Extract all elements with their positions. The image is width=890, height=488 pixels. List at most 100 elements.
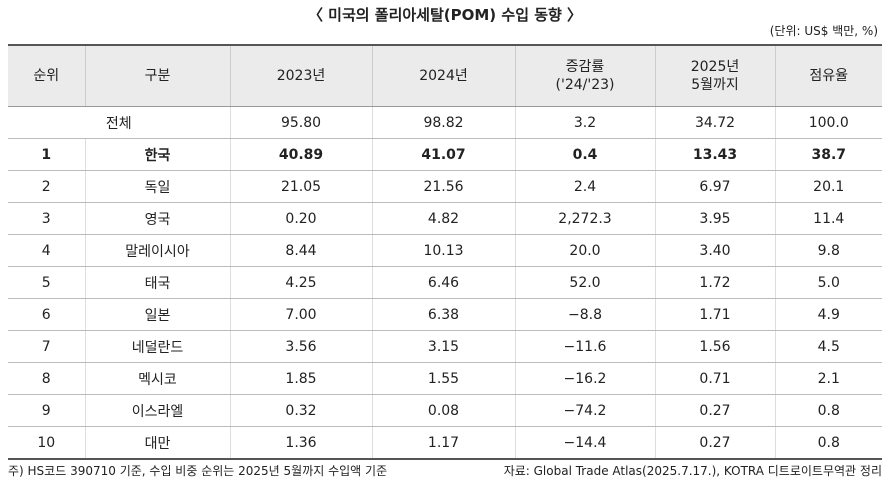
table-cell: 10 <box>8 426 85 460</box>
table-cell: 1 <box>8 138 85 171</box>
total-row: 전체 95.80 98.82 3.2 34.72 100.0 <box>8 106 882 139</box>
table-cell: 4.82 <box>371 202 515 235</box>
table-row: 4 말레이시아 8.44 10.13 20.0 3.40 9.8 <box>8 234 882 267</box>
table-cell: 한국 <box>84 138 230 171</box>
table-cell: 1.56 <box>654 330 775 363</box>
table-cell: 1.85 <box>229 362 372 395</box>
total-cell: 95.80 <box>229 106 372 139</box>
table-row: 2 독일 21.05 21.56 2.4 6.97 20.1 <box>8 170 882 203</box>
table-cell: 1.72 <box>654 266 775 299</box>
table-cell: 대만 <box>84 426 230 460</box>
table-row: 1 한국 40.89 41.07 0.4 13.43 38.7 <box>8 138 882 171</box>
table-cell: 0.4 <box>514 138 655 171</box>
table-row: 10 대만 1.36 1.17 −14.4 0.27 0.8 <box>8 426 882 460</box>
table-cell: 20.0 <box>514 234 655 267</box>
table-cell: 8 <box>8 362 85 395</box>
table-cell: 10.13 <box>371 234 515 267</box>
table-cell: 0.27 <box>654 394 775 427</box>
title: 〈 미국의 폴리아세탈(POM) 수입 동향 〉 <box>307 6 583 24</box>
table-cell: −74.2 <box>514 394 655 427</box>
table-cell: 1.17 <box>371 426 515 460</box>
table-cell: 40.89 <box>229 138 372 171</box>
header-cell: 순위 <box>8 44 85 107</box>
total-cell: 34.72 <box>654 106 775 139</box>
header-cell: 점유율 <box>774 44 882 107</box>
table-row: 8 멕시코 1.85 1.55 −16.2 0.71 2.1 <box>8 362 882 395</box>
table-cell: 1.36 <box>229 426 372 460</box>
table-cell: 2 <box>8 170 85 203</box>
table-cell: 4 <box>8 234 85 267</box>
table-row: 7 네덜란드 3.56 3.15 −11.6 1.56 4.5 <box>8 330 882 363</box>
table-cell: 1.55 <box>371 362 515 395</box>
header-cell: 2023년 <box>229 44 372 107</box>
table-cell: 5.0 <box>774 266 882 299</box>
table-cell: 3.15 <box>371 330 515 363</box>
table-cell: −11.6 <box>514 330 655 363</box>
table-cell: 38.7 <box>774 138 882 171</box>
table-cell: 3.95 <box>654 202 775 235</box>
table-row: 3 영국 0.20 4.82 2,272.3 3.95 11.4 <box>8 202 882 235</box>
footnote: 주) HS코드 390710 기준, 수입 비중 순위는 2025년 5월까지 … <box>8 464 388 478</box>
table-cell: 2,272.3 <box>514 202 655 235</box>
header-row: 순위 구분 2023년 2024년 증감률 ('24/'23) 2025년 5월까지 점유율 <box>8 44 882 107</box>
table-row: 9 이스라엘 0.32 0.08 −74.2 0.27 0.8 <box>8 394 882 427</box>
table-row: 5 태국 4.25 6.46 52.0 1.72 5.0 <box>8 266 882 299</box>
table-cell: 0.71 <box>654 362 775 395</box>
table-cell: 영국 <box>84 202 230 235</box>
table-cell: 20.1 <box>774 170 882 203</box>
total-cell: 3.2 <box>514 106 655 139</box>
header-cell: 2024년 <box>371 44 515 107</box>
table-cell: 3.40 <box>654 234 775 267</box>
total-cell: 98.82 <box>371 106 515 139</box>
table-cell: 독일 <box>84 170 230 203</box>
table-cell: −16.2 <box>514 362 655 395</box>
table-cell: 4.5 <box>774 330 882 363</box>
table-cell: 이스라엘 <box>84 394 230 427</box>
table-cell: 2.4 <box>514 170 655 203</box>
table-cell: 13.43 <box>654 138 775 171</box>
table-cell: 3.56 <box>229 330 372 363</box>
source: 자료: Global Trade Atlas(2025.7.17.), KOTR… <box>503 464 882 478</box>
table-cell: 8.44 <box>229 234 372 267</box>
table-cell: 7 <box>8 330 85 363</box>
table-cell: 9.8 <box>774 234 882 267</box>
table-cell: 4.9 <box>774 298 882 331</box>
table-cell: 0.27 <box>654 426 775 460</box>
table-cell: 6.97 <box>654 170 775 203</box>
table-cell: 6.38 <box>371 298 515 331</box>
table-cell: 6.46 <box>371 266 515 299</box>
table-body: 전체 95.80 98.82 3.2 34.72 100.0 1 한국 40.89 41.07 0.… <box>8 106 882 460</box>
total-cell: 100.0 <box>774 106 882 139</box>
table-cell: 네덜란드 <box>84 330 230 363</box>
table-cell: −14.4 <box>514 426 655 460</box>
table-cell: 0.8 <box>774 426 882 460</box>
table-cell: 21.56 <box>371 170 515 203</box>
table-cell: 태국 <box>84 266 230 299</box>
table-cell: 3 <box>8 202 85 235</box>
table-cell: 1.71 <box>654 298 775 331</box>
table-cell: 일본 <box>84 298 230 331</box>
table-cell: −8.8 <box>514 298 655 331</box>
table-cell: 멕시코 <box>84 362 230 395</box>
header-cell: 2025년 5월까지 <box>654 44 775 107</box>
table-cell: 0.08 <box>371 394 515 427</box>
header-cell: 구분 <box>84 44 230 107</box>
header-cell: 증감률 ('24/'23) <box>514 44 655 107</box>
table-cell: 6 <box>8 298 85 331</box>
table-cell: 21.05 <box>229 170 372 203</box>
table-cell: 0.32 <box>229 394 372 427</box>
unit-note: (단위: US$ 백만, %) <box>769 24 878 38</box>
table-cell: 4.25 <box>229 266 372 299</box>
total-label: 전체 <box>8 106 230 139</box>
data-table: 순위 구분 2023년 2024년 증감률 ('24/'23) 2025년 5월까지 점유율… <box>8 44 882 460</box>
table-row: 6 일본 7.00 6.38 −8.8 1.71 4.9 <box>8 298 882 331</box>
table-cell: 0.8 <box>774 394 882 427</box>
table-cell: 말레이시아 <box>84 234 230 267</box>
table-cell: 2.1 <box>774 362 882 395</box>
table-cell: 9 <box>8 394 85 427</box>
table-cell: 41.07 <box>371 138 515 171</box>
table-cell: 7.00 <box>229 298 372 331</box>
table-cell: 52.0 <box>514 266 655 299</box>
table-cell: 5 <box>8 266 85 299</box>
